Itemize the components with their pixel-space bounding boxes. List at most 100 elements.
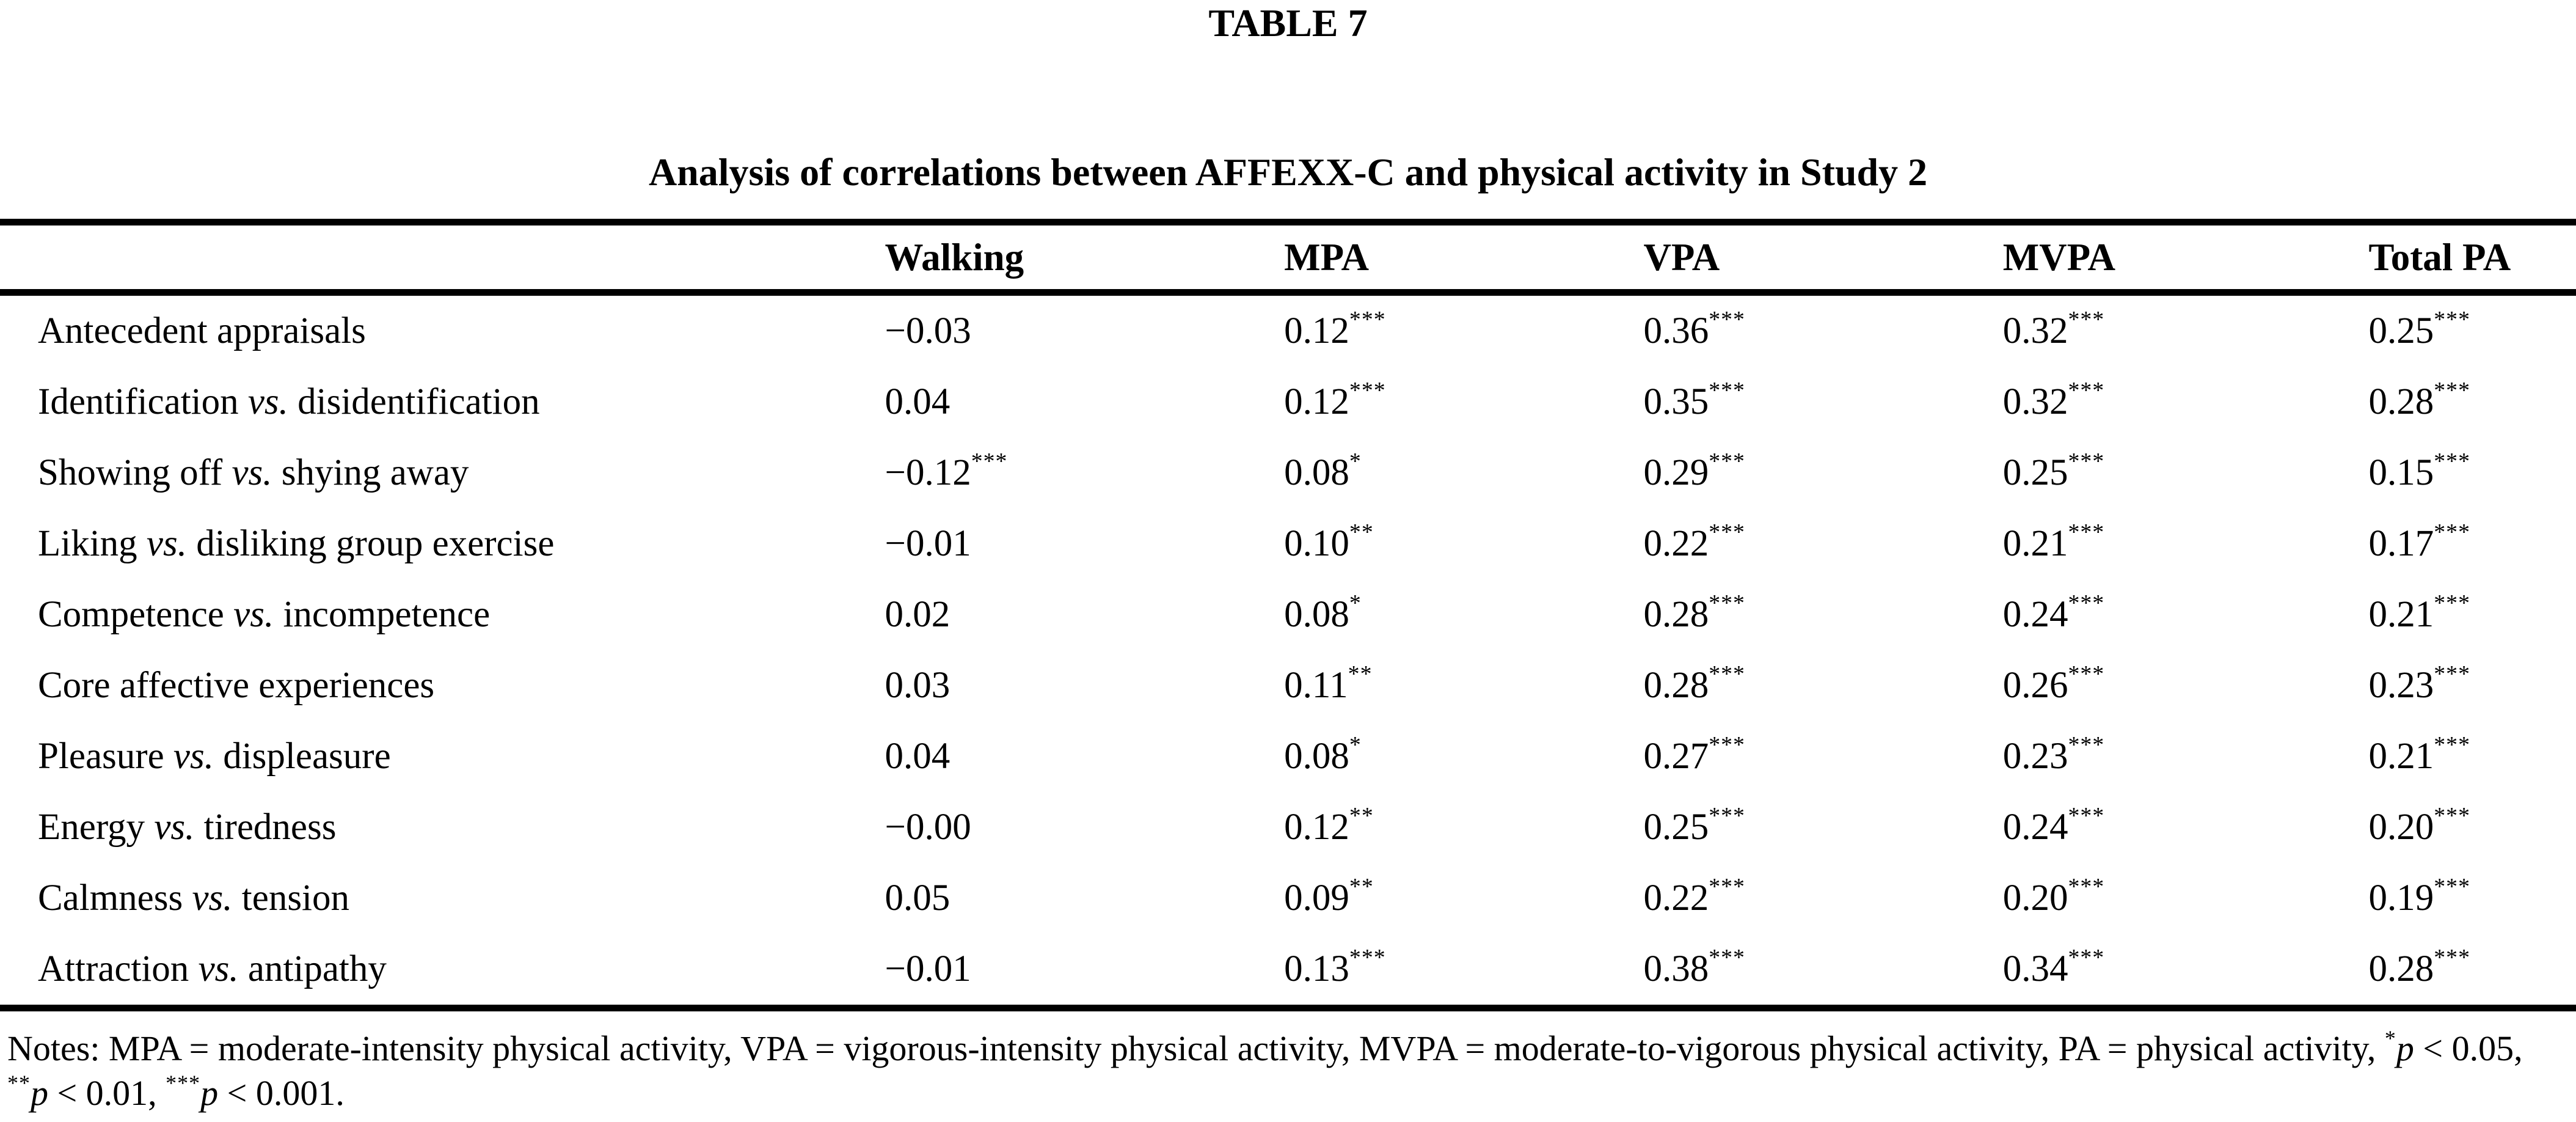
row-label: Showing off vs. shying away bbox=[38, 452, 469, 493]
significance-stars: *** bbox=[1709, 732, 1745, 758]
cell-vpa: 0.35*** bbox=[1643, 378, 1745, 422]
cell-total-pa: 0.21*** bbox=[2368, 590, 2470, 635]
cell-mvpa: 0.32*** bbox=[2002, 307, 2105, 351]
significance-stars: *** bbox=[2068, 732, 2105, 758]
cell-walking: −0.03 bbox=[885, 310, 971, 351]
cell-walking: 0.03 bbox=[885, 665, 950, 706]
significance-stars: ** bbox=[1348, 661, 1373, 688]
cell-total-pa: 0.21*** bbox=[2368, 732, 2470, 777]
significance-stars: *** bbox=[1709, 519, 1745, 546]
significance-stars: *** bbox=[1349, 378, 1386, 404]
row-label: Calmness vs. tension bbox=[38, 878, 350, 919]
cell-walking: −0.00 bbox=[885, 807, 971, 848]
cell-mvpa: 0.26*** bbox=[2002, 661, 2105, 706]
cell-vpa: 0.22*** bbox=[1643, 519, 1745, 564]
cell-mvpa: 0.24*** bbox=[2002, 803, 2105, 848]
table-row: Liking vs. disliking group exercise −0.0… bbox=[0, 508, 2576, 579]
table-row: Attraction vs. antipathy −0.01 0.13*** 0… bbox=[0, 934, 2576, 1008]
significance-stars: *** bbox=[1709, 803, 1745, 829]
significance-stars: *** bbox=[1349, 945, 1386, 971]
cell-vpa: 0.28*** bbox=[1643, 590, 1745, 635]
significance-stars: *** bbox=[2434, 519, 2470, 546]
table-row: Antecedent appraisals −0.03 0.12*** 0.36… bbox=[0, 293, 2576, 367]
significance-stars: *** bbox=[2434, 378, 2470, 404]
significance-stars: *** bbox=[2434, 661, 2470, 688]
cell-total-pa: 0.25*** bbox=[2368, 307, 2470, 351]
p-symbol: p bbox=[30, 1073, 48, 1113]
p-symbol: p bbox=[2396, 1028, 2414, 1068]
significance-stars: *** bbox=[2434, 449, 2470, 475]
column-header-mpa: MPA bbox=[1284, 222, 1644, 296]
table-notes: Notes: MPA = moderate-intensity physical… bbox=[7, 1026, 2523, 1113]
table-row: Calmness vs. tension 0.05 0.09** 0.22***… bbox=[0, 863, 2576, 934]
table-number: TABLE 7 bbox=[1208, 1, 1368, 45]
significance-stars: * bbox=[1349, 449, 1362, 475]
correlation-table: Walking MPA VPA MVPA Total PA Antecedent… bbox=[0, 219, 2576, 1011]
significance-stars: *** bbox=[2068, 307, 2105, 333]
significance-stars: ** bbox=[1349, 874, 1374, 900]
cell-walking: 0.02 bbox=[885, 594, 950, 635]
cell-mpa: 0.10** bbox=[1284, 519, 1374, 564]
column-header-vpa: VPA bbox=[1643, 222, 2003, 296]
significance-stars: *** bbox=[2068, 449, 2105, 475]
cell-mpa: 0.09** bbox=[1284, 874, 1374, 919]
table-row: Showing off vs. shying away −0.12*** 0.0… bbox=[0, 438, 2576, 508]
significance-stars: *** bbox=[2068, 874, 2105, 900]
cell-mpa: 0.13*** bbox=[1284, 945, 1386, 989]
cell-vpa: 0.36*** bbox=[1643, 307, 1745, 351]
cell-vpa: 0.38*** bbox=[1643, 945, 1745, 989]
significance-stars: ** bbox=[1349, 803, 1374, 829]
cell-mvpa: 0.23*** bbox=[2002, 732, 2105, 777]
cell-total-pa: 0.28*** bbox=[2368, 945, 2470, 989]
cell-vpa: 0.27*** bbox=[1643, 732, 1745, 777]
cell-vpa: 0.25*** bbox=[1643, 803, 1745, 848]
significance-stars: *** bbox=[1709, 661, 1745, 688]
table-row: Identification vs. disidentification 0.0… bbox=[0, 367, 2576, 438]
cell-mvpa: 0.32*** bbox=[2002, 378, 2105, 422]
cell-mpa: 0.11** bbox=[1284, 661, 1373, 706]
significance-stars: *** bbox=[2068, 378, 2105, 404]
significance-stars: *** bbox=[1709, 874, 1745, 900]
row-label: Antecedent appraisals bbox=[38, 310, 366, 351]
row-label: Core affective experiences bbox=[38, 665, 435, 706]
cell-walking: 0.05 bbox=[885, 878, 950, 919]
cell-vpa: 0.29*** bbox=[1643, 449, 1745, 493]
row-label: Energy vs. tiredness bbox=[38, 807, 337, 848]
significance-stars: *** bbox=[1709, 449, 1745, 475]
cell-vpa: 0.22*** bbox=[1643, 874, 1745, 919]
table-row: Core affective experiences 0.03 0.11** 0… bbox=[0, 650, 2576, 721]
column-header-walking: Walking bbox=[885, 222, 1285, 296]
column-header-empty bbox=[0, 222, 885, 296]
significance-stars: ** bbox=[1349, 519, 1374, 546]
cell-walking: −0.01 bbox=[885, 948, 971, 989]
significance-stars: * bbox=[1349, 590, 1362, 617]
significance-stars: ** bbox=[7, 1071, 31, 1096]
cell-vpa: 0.28*** bbox=[1643, 661, 1745, 706]
significance-stars: *** bbox=[971, 449, 1008, 475]
significance-stars: *** bbox=[2068, 661, 2105, 688]
significance-stars: *** bbox=[1709, 590, 1745, 617]
table-title: Analysis of correlations between AFFEXX-… bbox=[648, 150, 1928, 194]
row-label: Competence vs. incompetence bbox=[38, 594, 491, 635]
significance-stars: *** bbox=[2434, 945, 2470, 971]
table-row: Competence vs. incompetence 0.02 0.08* 0… bbox=[0, 579, 2576, 650]
row-label: Liking vs. disliking group exercise bbox=[38, 523, 555, 564]
row-label: Pleasure vs. displeasure bbox=[38, 736, 391, 777]
table-header: Walking MPA VPA MVPA Total PA bbox=[0, 222, 2576, 296]
table-row: Pleasure vs. displeasure 0.04 0.08* 0.27… bbox=[0, 721, 2576, 792]
cell-walking: 0.04 bbox=[885, 736, 950, 777]
significance-stars: *** bbox=[2434, 874, 2470, 900]
column-header-mvpa: MVPA bbox=[2002, 222, 2369, 296]
row-label: Identification vs. disidentification bbox=[38, 381, 540, 422]
cell-total-pa: 0.15*** bbox=[2368, 449, 2470, 493]
significance-stars: *** bbox=[1349, 307, 1386, 333]
cell-mpa: 0.08* bbox=[1284, 732, 1362, 777]
notes-lead: Notes: MPA = moderate-intensity physical… bbox=[7, 1028, 2385, 1068]
significance-stars: *** bbox=[2434, 803, 2470, 829]
p-symbol: p bbox=[200, 1073, 219, 1113]
significance-stars: *** bbox=[2434, 590, 2470, 617]
significance-stars: *** bbox=[1709, 378, 1745, 404]
cell-mvpa: 0.34*** bbox=[2002, 945, 2105, 989]
cell-mvpa: 0.25*** bbox=[2002, 449, 2105, 493]
